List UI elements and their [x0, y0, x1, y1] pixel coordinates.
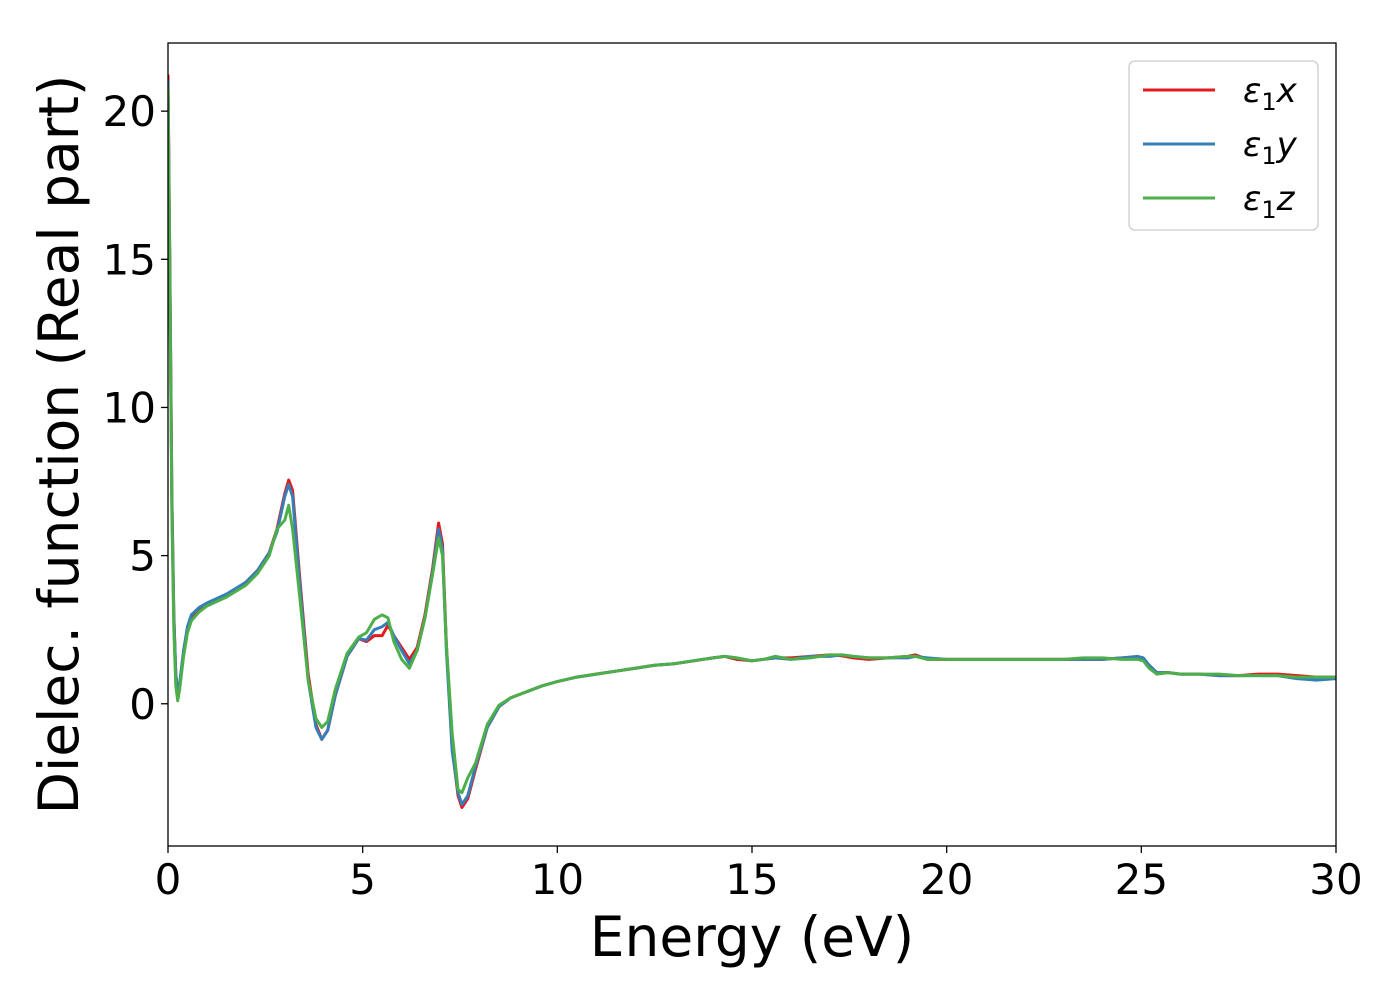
ticks-layer: 0 5 10 15 20 25 30 0 5 10 15 20 [103, 87, 1363, 904]
y-tick-label: 0 [129, 680, 156, 729]
legend-box [1128, 60, 1319, 231]
x-tick-label: 5 [349, 855, 376, 904]
legend-label-x: ε1x [1243, 71, 1298, 116]
x-tick-label: 0 [155, 855, 182, 904]
x-axis-title: Energy (eV) [590, 905, 914, 969]
legend-label-y: ε1y [1243, 125, 1298, 170]
y-tick-label: 20 [103, 87, 156, 136]
legend: ε1x ε1y ε1z [1128, 60, 1319, 231]
y-axis-title: Dielec. function (Real part) [27, 75, 91, 815]
x-tick-label: 25 [1115, 855, 1168, 904]
x-tick-label: 10 [531, 855, 584, 904]
y-tick-label: 5 [129, 532, 156, 581]
x-tick-label: 20 [920, 855, 973, 904]
y-tick-label: 15 [103, 235, 156, 284]
x-tick-label: 15 [725, 855, 778, 904]
y-tick-label: 10 [103, 383, 156, 432]
legend-label-z: ε1z [1243, 179, 1296, 224]
series-line-z [168, 85, 1336, 795]
x-tick-label: 30 [1309, 855, 1362, 904]
series-layer [168, 74, 1336, 809]
